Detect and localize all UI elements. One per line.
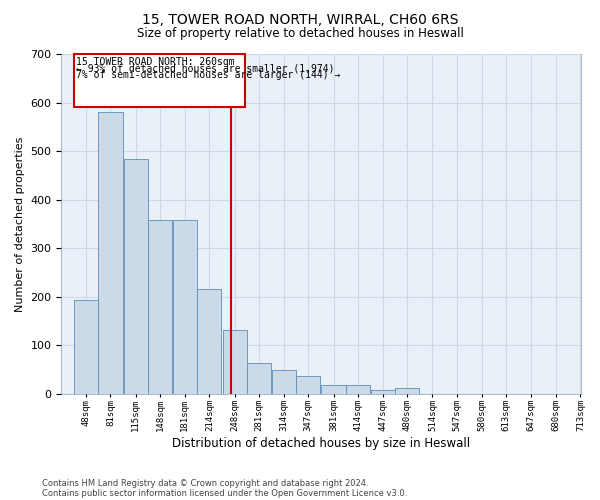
Text: 15 TOWER ROAD NORTH: 260sqm: 15 TOWER ROAD NORTH: 260sqm	[76, 57, 235, 67]
FancyBboxPatch shape	[74, 54, 245, 108]
Bar	[197, 289, 221, 394]
Bar	[74, 300, 98, 394]
Bar	[395, 388, 419, 394]
Bar	[124, 159, 148, 394]
Bar	[173, 220, 197, 394]
Bar	[223, 330, 247, 394]
Text: 15, TOWER ROAD NORTH, WIRRAL, CH60 6RS: 15, TOWER ROAD NORTH, WIRRAL, CH60 6RS	[142, 12, 458, 26]
Text: ← 93% of detached houses are smaller (1,974): ← 93% of detached houses are smaller (1,…	[76, 64, 334, 74]
Text: Contains public sector information licensed under the Open Government Licence v3: Contains public sector information licen…	[42, 488, 407, 498]
X-axis label: Distribution of detached houses by size in Heswall: Distribution of detached houses by size …	[172, 437, 470, 450]
Bar	[371, 390, 395, 394]
Text: Size of property relative to detached houses in Heswall: Size of property relative to detached ho…	[137, 28, 463, 40]
Text: Contains HM Land Registry data © Crown copyright and database right 2024.: Contains HM Land Registry data © Crown c…	[42, 478, 368, 488]
Y-axis label: Number of detached properties: Number of detached properties	[15, 136, 25, 312]
Text: 7% of semi-detached houses are larger (144) →: 7% of semi-detached houses are larger (1…	[76, 70, 340, 81]
Bar	[296, 376, 320, 394]
Bar	[346, 385, 370, 394]
Bar	[98, 112, 122, 394]
Bar	[247, 362, 271, 394]
Bar	[272, 370, 296, 394]
Bar	[148, 220, 172, 394]
Bar	[322, 385, 346, 394]
